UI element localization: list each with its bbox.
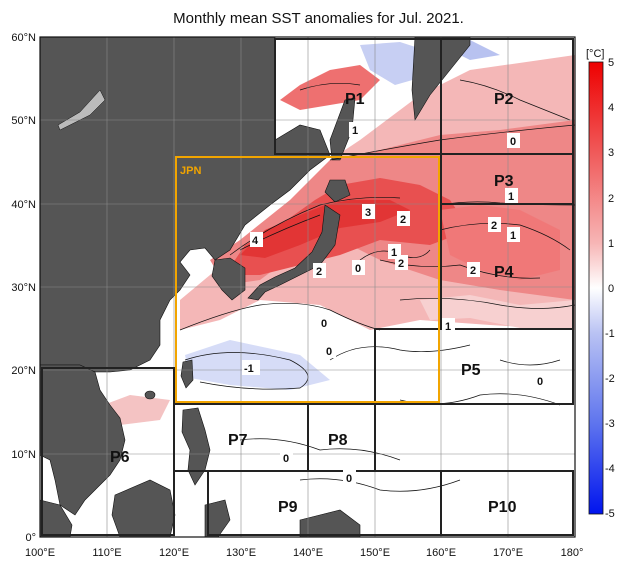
- colorbar-label: -1: [605, 328, 615, 340]
- x-tick: 140°E: [293, 547, 323, 559]
- y-tick: 50°N: [11, 115, 36, 127]
- land: [40, 37, 471, 537]
- contour-label: 4: [252, 235, 259, 247]
- region-label-p9: P9: [278, 499, 298, 516]
- region-label-p1: P1: [345, 91, 365, 108]
- x-tick: 180°: [561, 547, 584, 559]
- contour-label: 1: [510, 230, 516, 242]
- region-label-p2: P2: [494, 91, 514, 108]
- contour-label: 1: [391, 247, 397, 259]
- contour-label: 1: [445, 321, 451, 333]
- colorbar-scale: [588, 61, 604, 515]
- colorbar-unit: [°C]: [586, 48, 604, 60]
- region-box-jpn: [175, 156, 440, 403]
- region-label-p7: P7: [228, 432, 248, 449]
- region-label-p3: P3: [494, 173, 514, 190]
- contour-label: 2: [316, 266, 322, 278]
- x-tick: 130°E: [226, 547, 256, 559]
- colorbar-label: 3: [608, 147, 614, 159]
- x-axis: 100°E 110°E 120°E 130°E 140°E 150°E 160°…: [25, 547, 583, 559]
- contour-label: 0: [326, 346, 332, 358]
- y-tick: 0°: [25, 532, 36, 544]
- contour-labels: 4 3 2 2 2 2 1 1 1 0 0 0 -1 0 1 1 0 0 0: [242, 122, 547, 485]
- region-label-p5: P5: [461, 362, 481, 379]
- region-label-p10: P10: [488, 499, 517, 516]
- contour-label: 2: [491, 220, 497, 232]
- contour-label: 3: [365, 207, 371, 219]
- contour-label: 0: [355, 263, 361, 275]
- x-tick: 100°E: [25, 547, 55, 559]
- y-tick: 10°N: [11, 449, 36, 461]
- contour-label: 0: [510, 136, 516, 148]
- contour-label: 1: [508, 191, 514, 203]
- anomaly-field: [90, 40, 575, 425]
- y-tick: 60°N: [11, 32, 36, 44]
- x-tick: 110°E: [92, 547, 121, 559]
- x-tick: 150°E: [360, 547, 390, 559]
- colorbar-label: 2: [608, 193, 614, 205]
- region-box-p5: [374, 328, 574, 405]
- contour-label: 0: [346, 473, 352, 485]
- colorbar-label: 5: [608, 57, 614, 69]
- contour-label: 0: [283, 453, 289, 465]
- colorbar-label: 4: [608, 102, 614, 114]
- region-label-p6: P6: [110, 449, 130, 466]
- y-axis: 60°N 50°N 40°N 30°N 20°N 10°N 0°: [11, 32, 36, 544]
- y-tick: 40°N: [11, 199, 36, 211]
- region-label-p4: P4: [494, 264, 514, 281]
- contour-label: -1: [244, 363, 254, 375]
- x-tick: 160°E: [426, 547, 456, 559]
- region-label-jpn: JPN: [180, 165, 201, 177]
- region-box-p10: [440, 470, 574, 536]
- colorbar-label: 0: [608, 283, 614, 295]
- map-frame: [39, 36, 576, 538]
- colorbar-label: -3: [605, 418, 615, 430]
- colorbar-label: 1: [608, 238, 614, 250]
- y-tick: 30°N: [11, 282, 36, 294]
- contour-label: 2: [400, 214, 406, 226]
- contour-label: 0: [537, 376, 543, 388]
- contour-label: 2: [470, 265, 476, 277]
- colorbar-label: -4: [605, 463, 615, 475]
- colorbar-label: -5: [605, 508, 615, 520]
- contour-label: 1: [352, 125, 358, 137]
- colorbar: [°C] 5 4 3 2 1 0 -1 -2 -3 -4 -5: [586, 48, 615, 520]
- x-tick: 170°E: [493, 547, 523, 559]
- x-tick: 120°E: [159, 547, 189, 559]
- colorbar-label: -2: [605, 373, 615, 385]
- y-tick: 20°N: [11, 365, 36, 377]
- region-boxes: [41, 38, 574, 536]
- contour-label: 0: [321, 318, 327, 330]
- contour-label: 2: [398, 258, 404, 270]
- map-title: Monthly mean SST anomalies for Jul. 2021…: [173, 10, 464, 27]
- region-label-p8: P8: [328, 432, 348, 449]
